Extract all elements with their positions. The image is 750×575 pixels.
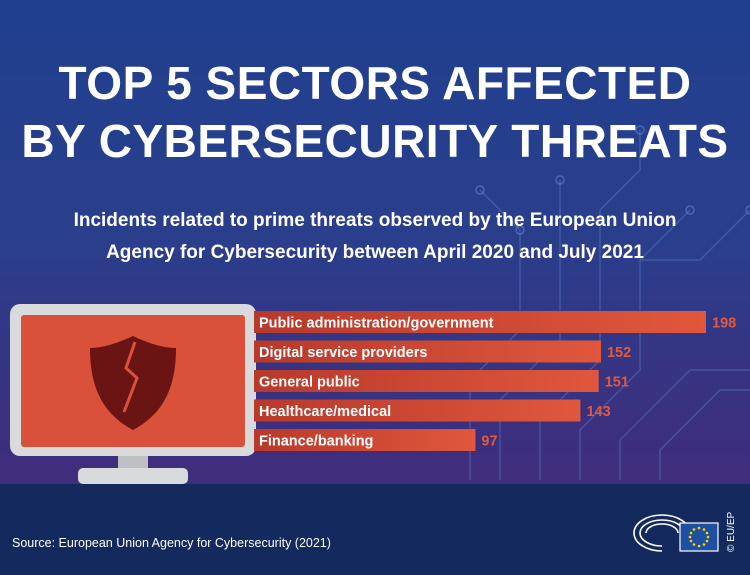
european-parliament-logo-icon	[633, 514, 719, 552]
page-title: TOP 5 SECTORS AFFECTED BY CYBERSECURITY …	[0, 54, 750, 170]
title-line-2: BY CYBERSECURITY THREATS	[21, 115, 729, 167]
subtitle-line-1: Incidents related to prime threats obser…	[73, 210, 677, 231]
subtitle: Incidents related to prime threats obser…	[30, 205, 720, 269]
footer-band	[0, 484, 750, 575]
title-line-1: TOP 5 SECTORS AFFECTED	[58, 57, 692, 109]
computer-monitor-icon	[10, 304, 256, 484]
source-note: Source: European Union Agency for Cybers…	[12, 536, 331, 550]
subtitle-line-2: Agency for Cybersecurity between April 2…	[106, 242, 644, 263]
copyright-credit: © EU/EP	[726, 511, 737, 552]
broken-shield-icon	[90, 336, 176, 430]
